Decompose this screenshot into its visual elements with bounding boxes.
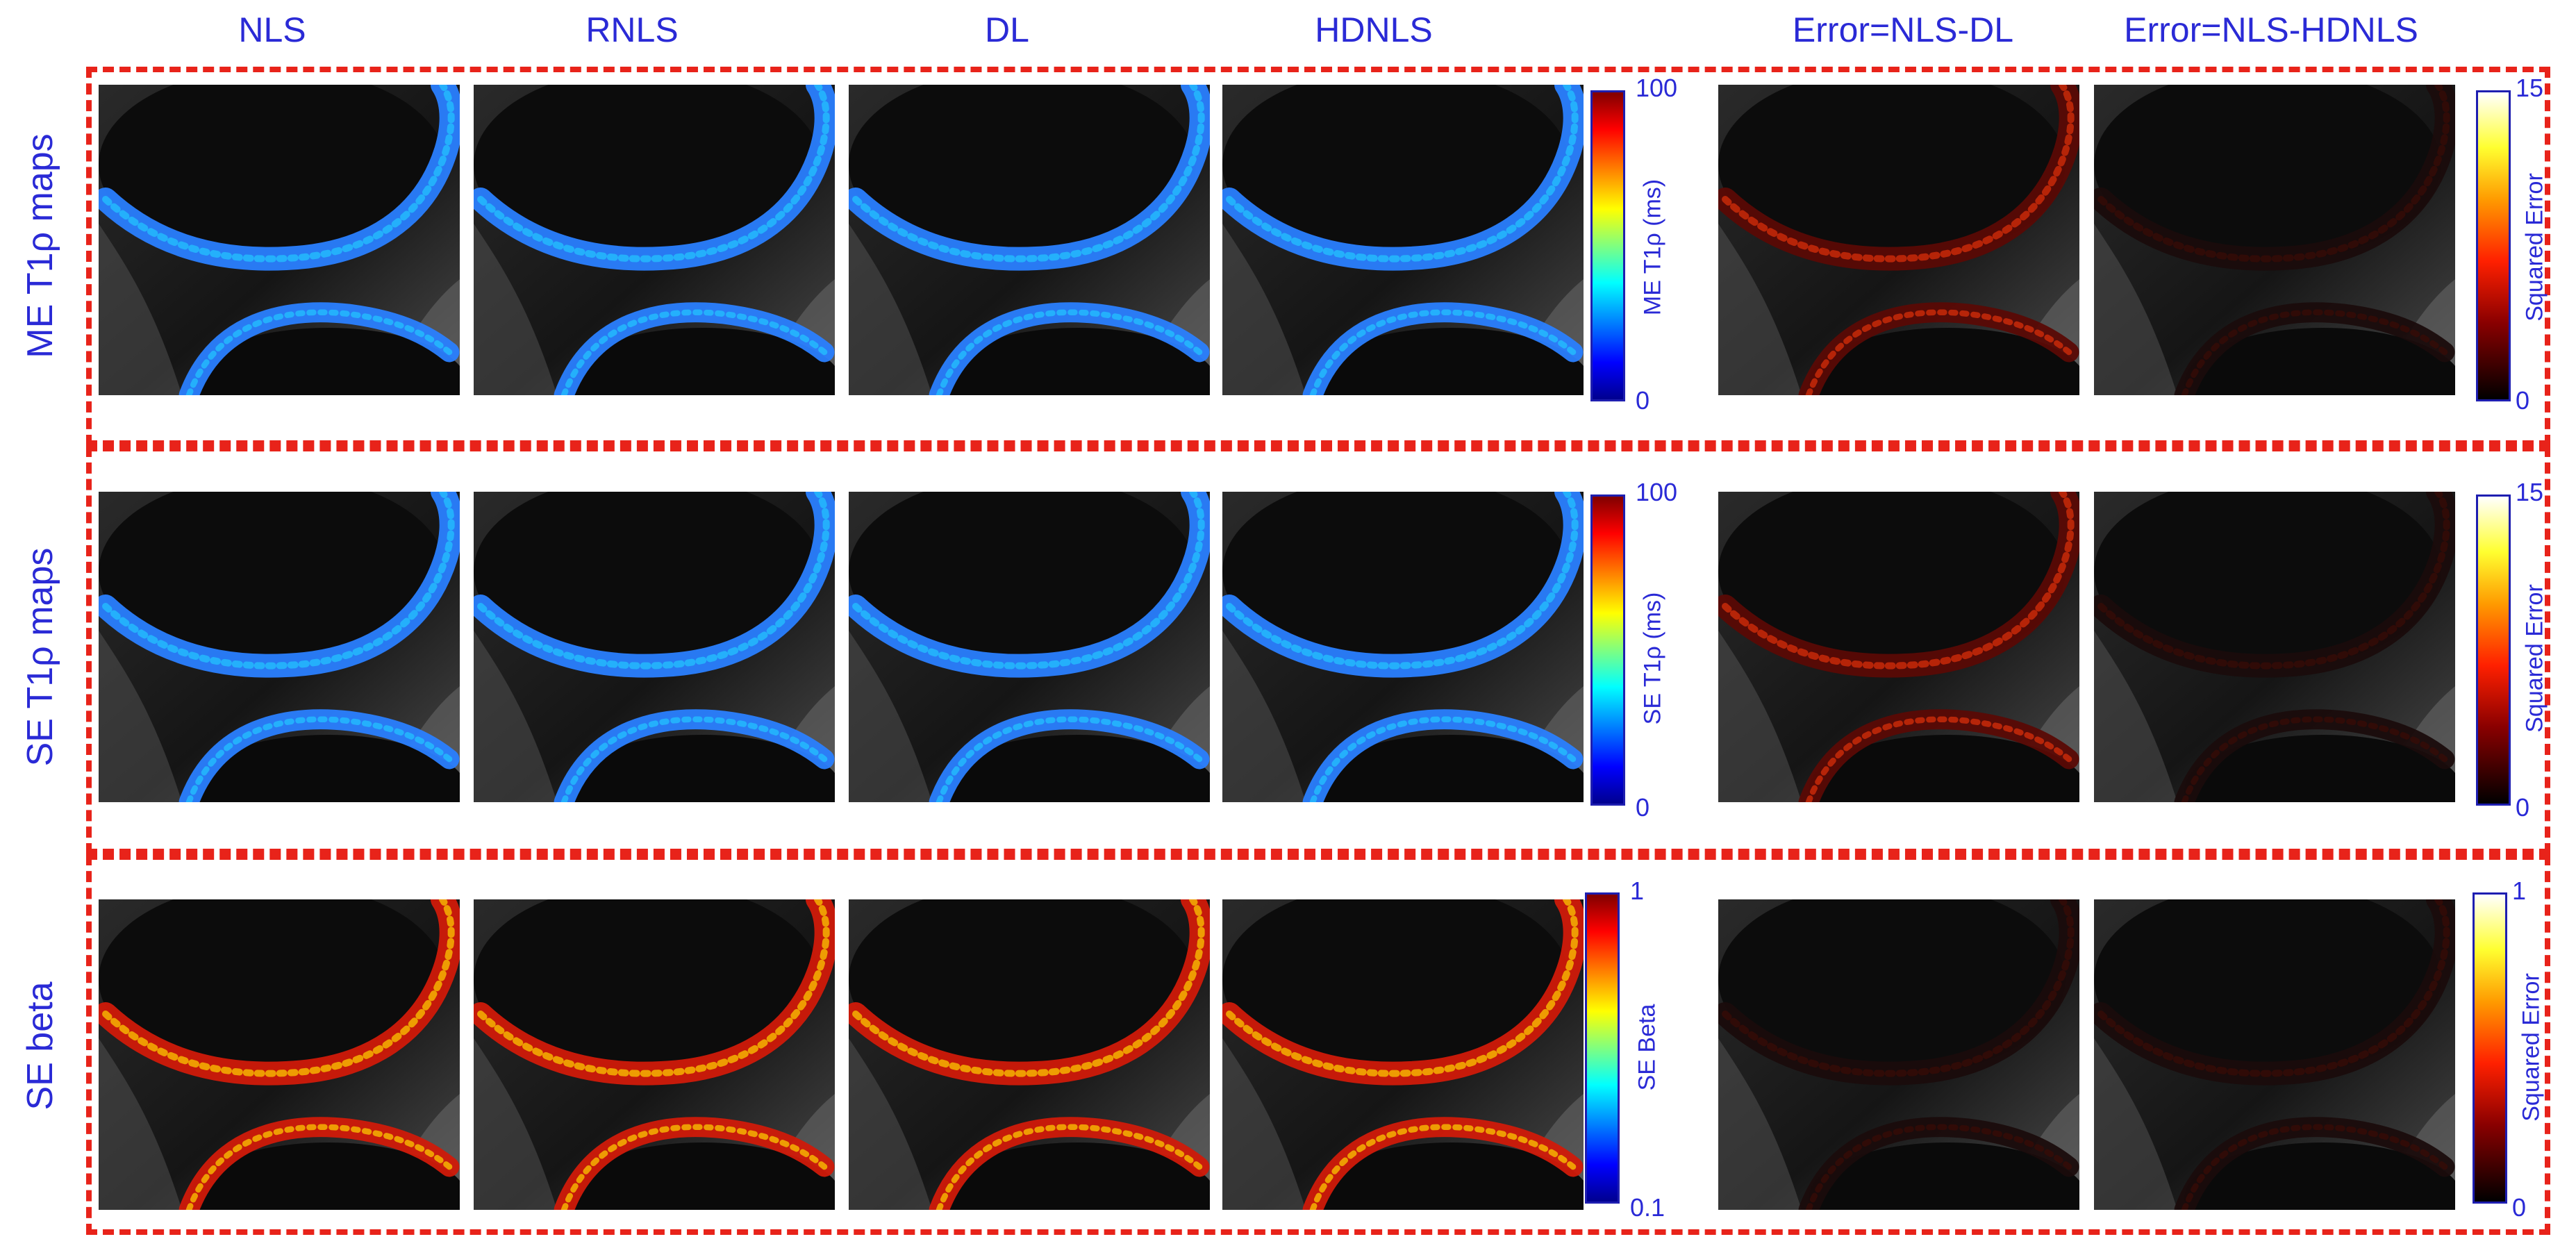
colorbar-error-se-label: Squared Error [2521,584,2548,733]
col-title-dl: DL [985,10,1029,49]
image-panel-se-beta-nls [99,899,460,1210]
colorbar-error-se-min: 0 [2516,793,2530,822]
colorbar-error-me-max: 15 [2516,74,2544,102]
row-label-se-beta: SE beta [20,981,60,1111]
row-box-me-t1rho [86,67,2550,446]
image-panel-se-t1rho-dl [849,492,1210,802]
row-label-se-t1rho: SE T1ρ maps [20,547,60,767]
image-panel-se-t1rho-rnls [474,492,835,802]
row-box-se-t1rho [86,446,2550,854]
image-panel-se-t1rho-nls [99,492,460,802]
image-panel-se-beta-rnls [474,899,835,1210]
image-panel-me-t1rho-hdnls [1222,85,1584,395]
image-panel-se-beta-hdnls [1222,899,1584,1210]
colorbar-se-beta-min: 0.1 [1630,1193,1665,1222]
colorbar-error-beta [2473,892,2507,1204]
colorbar-se-t1rho-min: 0 [1636,793,1650,822]
col-title-hdnls: HDNLS [1315,10,1433,49]
colorbar-error-se [2476,494,2511,806]
colorbar-error-beta-max: 1 [2512,876,2527,905]
image-panel-me-t1rho-error-dl [1718,85,2079,395]
image-panel-me-t1rho-rnls [474,85,835,395]
image-panel-me-t1rho-error-hdnls [2094,85,2455,395]
col-title-nls: NLS [238,10,306,49]
colorbar-error-beta-label: Squared Error [2518,973,2545,1122]
colorbar-se-t1rho-label: SE T1ρ (ms) [1639,592,1666,725]
image-panel-me-t1rho-dl [849,85,1210,395]
image-panel-se-t1rho-hdnls [1222,492,1584,802]
colorbar-se-beta [1585,892,1620,1204]
row-label-me-t1rho: ME T1ρ maps [20,133,60,358]
colorbar-error-me [2476,90,2511,401]
colorbar-error-me-label: Squared Error [2521,173,2548,322]
colorbar-error-se-max: 15 [2516,478,2544,506]
image-panel-se-t1rho-error-hdnls [2094,492,2455,802]
image-panel-me-t1rho-nls [99,85,460,395]
col-title-error-hdnls: Error=NLS-HDNLS [2124,10,2418,49]
colorbar-se-t1rho-max: 100 [1636,478,1678,506]
colorbar-me-t1rho-label: ME T1ρ (ms) [1639,178,1666,316]
image-panel-se-beta-error-hdnls [2094,899,2455,1210]
colorbar-me-t1rho [1590,90,1625,401]
colorbar-se-beta-label: SE Beta [1634,1004,1661,1091]
colorbar-se-t1rho [1590,494,1625,806]
colorbar-error-beta-min: 0 [2512,1193,2527,1222]
colorbar-me-t1rho-max: 100 [1636,74,1678,102]
image-panel-se-t1rho-error-dl [1718,492,2079,802]
image-panel-se-beta-error-dl [1718,899,2079,1210]
col-title-error-dl: Error=NLS-DL [1792,10,2014,49]
colorbar-error-me-min: 0 [2516,386,2530,415]
colorbar-se-beta-max: 1 [1630,876,1645,905]
col-title-rnls: RNLS [585,10,679,49]
row-box-se-beta [86,854,2550,1235]
colorbar-me-t1rho-min: 0 [1636,386,1650,415]
image-panel-se-beta-dl [849,899,1210,1210]
